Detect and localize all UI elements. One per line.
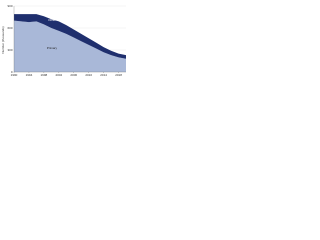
y-axis-label: Number (thousands) — [1, 26, 5, 53]
y-tick-label: 900 — [7, 4, 12, 8]
x-tick-label: 2018 — [115, 73, 122, 77]
y-tick-label: 600 — [7, 26, 12, 30]
area-label: Other — [48, 18, 56, 22]
y-tick-label: 0 — [11, 70, 13, 74]
x-tick-label: 2002 — [55, 73, 62, 77]
y-tick-label: 300 — [7, 48, 12, 52]
x-tick-label: 1994 — [26, 73, 33, 77]
page: {"chart_data": {"type": "stacked-area", … — [0, 0, 129, 80]
x-tick-label: 2006 — [70, 73, 77, 77]
area — [14, 14, 126, 59]
x-tick-label: 1998 — [41, 73, 48, 77]
area-label: Primary — [47, 46, 58, 50]
area — [14, 20, 126, 73]
x-tick-label: 2014 — [100, 73, 107, 77]
chart: Number (thousands) 0 300 600 900 1990 1994 199… — [1, 4, 126, 77]
x-tick-label: 2010 — [85, 73, 92, 77]
x-tick-label: 1990 — [11, 73, 18, 77]
